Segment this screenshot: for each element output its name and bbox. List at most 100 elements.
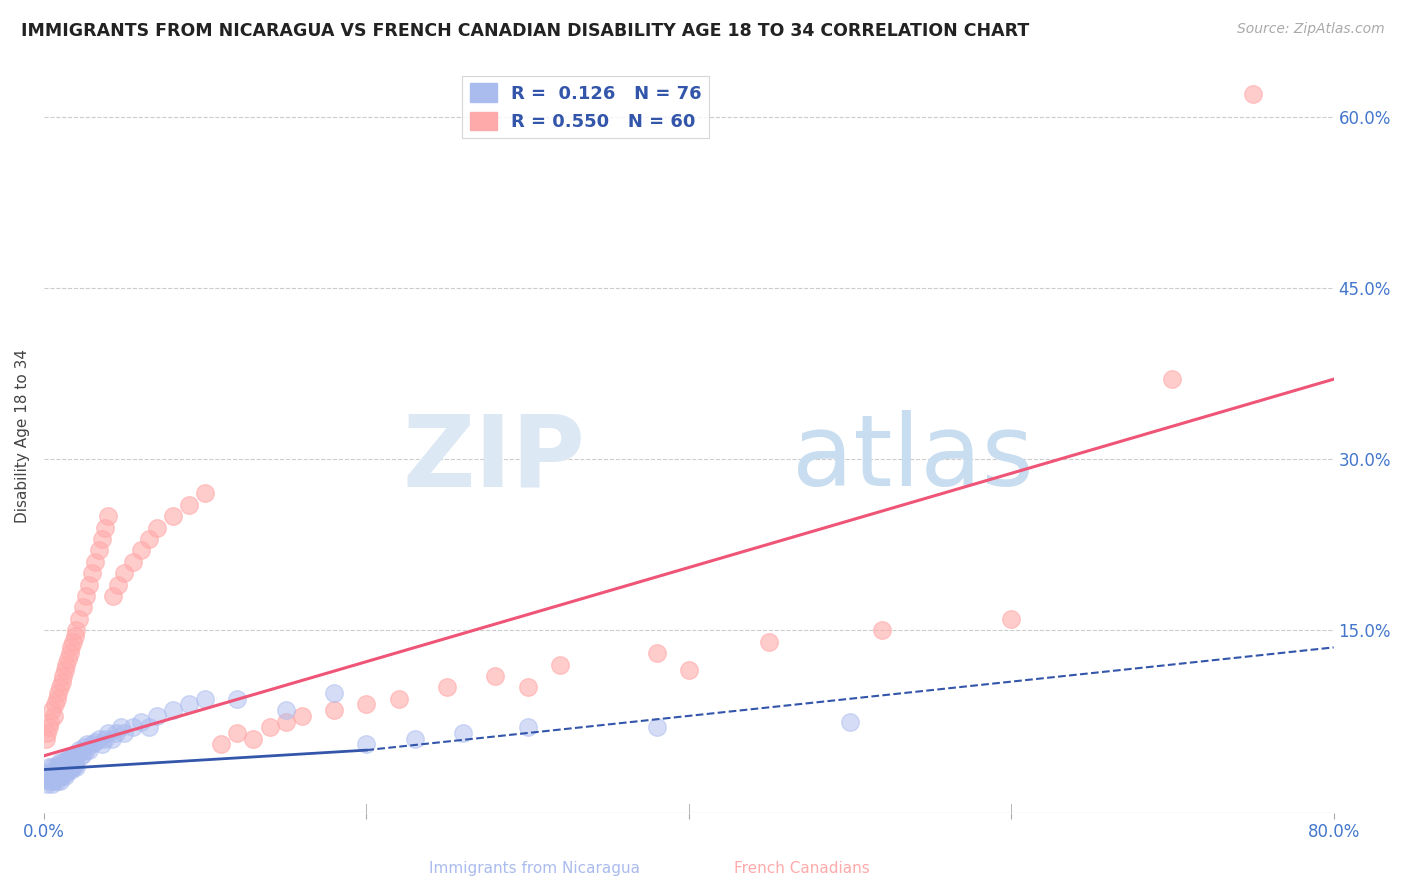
Point [51, 769, 73, 783]
Point [52, 755, 75, 769]
Point [516, 720, 538, 734]
Point [645, 720, 668, 734]
Point [49, 755, 72, 769]
Point [548, 657, 571, 672]
Point [162, 703, 184, 717]
Point [51, 674, 73, 689]
Point [63, 747, 86, 761]
Point [65, 624, 87, 638]
Point [645, 646, 668, 660]
Point [72, 600, 94, 615]
Point [145, 520, 167, 534]
Point [870, 624, 893, 638]
Point [63, 758, 86, 772]
Point [70, 748, 93, 763]
Point [55, 766, 77, 780]
Point [84, 735, 107, 749]
Point [242, 731, 264, 746]
Point [129, 543, 152, 558]
Point [42, 709, 65, 723]
Point [75, 743, 97, 757]
Point [39, 714, 62, 729]
Point [94, 731, 117, 746]
Point [129, 714, 152, 729]
Point [45, 773, 67, 788]
Point [34, 772, 56, 786]
Point [60, 640, 83, 655]
Point [194, 486, 217, 500]
Point [38, 760, 60, 774]
Point [121, 555, 143, 569]
Point [48, 686, 70, 700]
Point [62, 760, 84, 774]
Point [67, 743, 90, 757]
Point [323, 686, 346, 700]
Point [67, 612, 90, 626]
Point [42, 766, 65, 780]
Point [404, 731, 426, 746]
Point [55, 755, 77, 769]
Point [59, 748, 82, 763]
Point [678, 663, 700, 677]
Point [76, 738, 98, 752]
Point [110, 720, 132, 734]
Point [37, 766, 59, 780]
Point [226, 726, 249, 740]
Point [39, 766, 62, 780]
Point [41, 777, 63, 791]
Point [48, 769, 70, 783]
Point [839, 714, 862, 729]
Point [194, 691, 217, 706]
Point [53, 758, 76, 772]
Point [60, 763, 83, 777]
Text: Immigrants from Nicaragua: Immigrants from Nicaragua [429, 861, 640, 876]
Point [62, 634, 84, 648]
Point [60, 751, 83, 765]
Point [59, 646, 82, 660]
Point [90, 738, 112, 752]
Point [65, 760, 87, 774]
Point [52, 766, 75, 780]
Point [59, 760, 82, 774]
Point [209, 738, 232, 752]
Point [34, 731, 56, 746]
Point [138, 720, 160, 734]
Point [121, 720, 143, 734]
Point [63, 629, 86, 643]
Point [84, 555, 107, 569]
Point [94, 520, 117, 534]
Point [356, 698, 378, 712]
Point [162, 509, 184, 524]
Point [274, 714, 297, 729]
Point [177, 498, 200, 512]
Point [274, 703, 297, 717]
Point [44, 772, 66, 786]
Point [145, 709, 167, 723]
Point [97, 726, 120, 740]
Point [56, 763, 79, 777]
Point [1000, 612, 1022, 626]
Point [49, 773, 72, 788]
Text: French Canadians: French Canadians [734, 861, 869, 876]
Point [37, 777, 59, 791]
Point [38, 720, 60, 734]
Point [87, 731, 110, 746]
Point [1241, 87, 1264, 101]
Point [484, 669, 506, 683]
Point [226, 691, 249, 706]
Point [103, 589, 125, 603]
Point [77, 743, 100, 757]
Point [75, 589, 97, 603]
Point [323, 703, 346, 717]
Point [105, 726, 128, 740]
Point [53, 663, 76, 677]
Point [65, 748, 87, 763]
Point [45, 691, 67, 706]
Point [259, 720, 281, 734]
Point [87, 543, 110, 558]
Point [516, 681, 538, 695]
Point [51, 758, 73, 772]
Point [72, 747, 94, 761]
Point [56, 751, 79, 765]
Point [62, 748, 84, 763]
